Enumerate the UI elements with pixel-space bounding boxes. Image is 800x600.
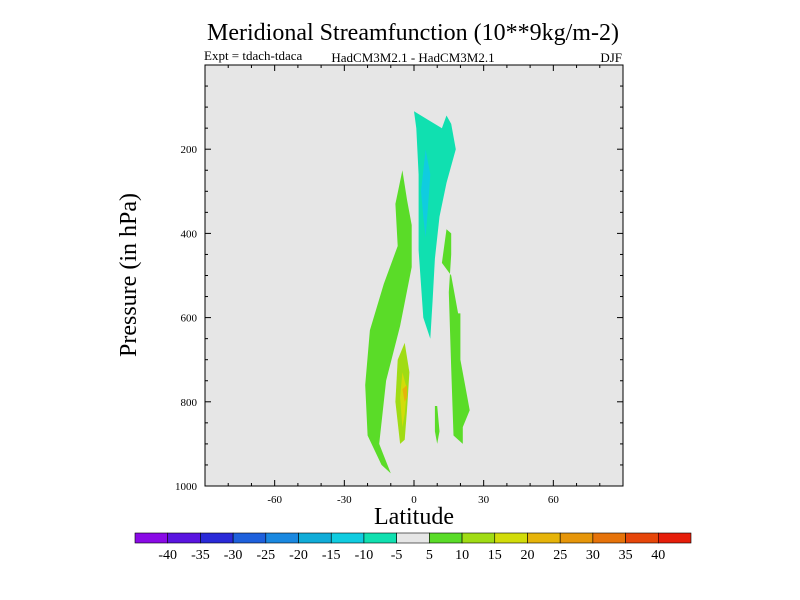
colorbar-label: -35 [191, 548, 210, 563]
colorbar-label: -5 [391, 548, 403, 563]
colorbar-label: -20 [289, 548, 308, 563]
colorbar-label: 5 [426, 548, 433, 563]
y-tick-label: 600 [181, 313, 198, 325]
colorbar-swatch [527, 532, 561, 544]
x-tick-label: 0 [411, 494, 417, 506]
contour-fill-layer [365, 111, 470, 474]
colorbar-label: 10 [455, 548, 469, 563]
model-comparison-label: HadCM3M2.1 - HadCM3M2.1 [331, 50, 494, 65]
contour-region-2 [434, 406, 440, 444]
contour-region-7 [402, 385, 407, 402]
colorbar-label: 35 [619, 548, 633, 563]
x-tick-label: -60 [267, 494, 282, 506]
colorbar-label: -25 [256, 548, 275, 563]
y-axis-ticks: 200 400 600 800 1000 [175, 85, 623, 493]
colorbar-swatch [363, 532, 397, 544]
contour-region-0 [365, 170, 412, 474]
colorbar-swatch [134, 532, 169, 544]
colorbar-label: 15 [488, 548, 502, 563]
colorbar-swatch [429, 532, 463, 544]
chart-title: Meridional Streamfunction (10**9kg/m-2) [207, 20, 619, 46]
y-tick-label: 800 [181, 397, 198, 409]
colorbar-swatch [592, 532, 626, 544]
x-axis-ticks: -60 -30 0 30 60 [227, 65, 601, 506]
x-tick-label: 30 [478, 494, 490, 506]
colorbar-label: 25 [553, 548, 567, 563]
season-label: DJF [600, 50, 622, 65]
x-axis-label: Latitude [374, 504, 454, 530]
colorbar-label: -10 [355, 548, 374, 563]
contour-region-6 [400, 372, 407, 428]
contour-region-1 [441, 229, 470, 444]
x-tick-label: 60 [548, 494, 560, 506]
x-tick-label: -30 [337, 494, 352, 506]
colorbar-swatch [625, 532, 659, 544]
y-tick-label: 200 [181, 144, 198, 156]
colorbar-label: 30 [586, 548, 600, 563]
colorbar-label: 40 [651, 548, 665, 563]
colorbar-swatch [298, 532, 332, 544]
colorbar-label: -30 [224, 548, 243, 563]
y-axis-label: Pressure (in hPa) [116, 193, 142, 357]
colorbar-swatch [200, 532, 234, 544]
colorbar-swatch [657, 532, 692, 544]
y-tick-label: 1000 [175, 481, 198, 493]
contour-region-4 [421, 149, 431, 238]
experiment-label: Expt = tdach-tdaca [204, 48, 303, 63]
colorbar-swatch [494, 532, 528, 544]
plot-area [205, 65, 623, 486]
colorbar-swatch [232, 532, 267, 544]
colorbar-swatch [559, 532, 594, 544]
colorbar-swatch [265, 532, 299, 544]
colorbar-swatch [167, 532, 201, 544]
colorbar-label: -15 [322, 548, 341, 563]
colorbar: -40 -35 -30 -25 -20 -15 -10 -5 5 10 15 20 25 30 35 40 [134, 532, 692, 563]
colorbar-swatch [396, 532, 430, 544]
colorbar-swatch [461, 532, 496, 544]
y-tick-label: 400 [181, 228, 198, 240]
colorbar-label: -40 [158, 548, 177, 563]
colorbar-label: 20 [521, 548, 535, 563]
colorbar-swatch [330, 532, 365, 544]
